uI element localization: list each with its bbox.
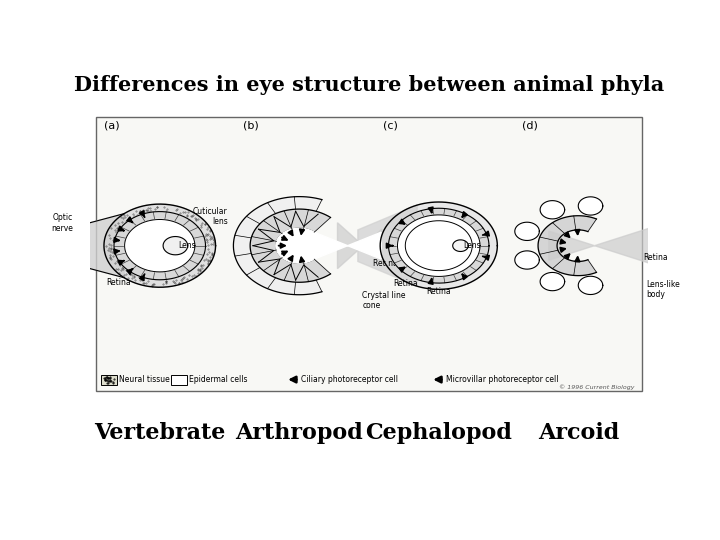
Polygon shape bbox=[276, 228, 381, 263]
Text: © 1996 Current Biology: © 1996 Current Biology bbox=[559, 384, 634, 390]
Polygon shape bbox=[453, 240, 468, 252]
Polygon shape bbox=[515, 251, 539, 269]
Text: Vitreous
body: Vitreous body bbox=[415, 231, 446, 251]
Polygon shape bbox=[540, 272, 564, 291]
Text: Epidermal cells: Epidermal cells bbox=[189, 375, 247, 384]
Polygon shape bbox=[163, 237, 188, 255]
Text: Lens-like
body: Lens-like body bbox=[646, 280, 680, 299]
Polygon shape bbox=[233, 197, 322, 295]
Polygon shape bbox=[549, 228, 649, 263]
Text: Retina: Retina bbox=[426, 287, 451, 296]
Text: Differences in eye structure between animal phyla: Differences in eye structure between ani… bbox=[74, 75, 664, 95]
Text: Cephalopod: Cephalopod bbox=[365, 422, 512, 444]
Polygon shape bbox=[397, 215, 480, 276]
Text: Arcoid: Arcoid bbox=[538, 422, 619, 444]
Polygon shape bbox=[538, 216, 596, 275]
Polygon shape bbox=[515, 222, 539, 240]
Polygon shape bbox=[578, 276, 603, 294]
Text: Arthropod: Arthropod bbox=[235, 422, 363, 444]
Bar bbox=[171, 375, 186, 384]
Polygon shape bbox=[338, 222, 382, 268]
Text: Crystal line
cone: Crystal line cone bbox=[362, 291, 406, 310]
Polygon shape bbox=[104, 204, 215, 287]
Text: Vertebrate: Vertebrate bbox=[94, 422, 225, 444]
Polygon shape bbox=[578, 197, 603, 215]
Polygon shape bbox=[540, 201, 564, 219]
Polygon shape bbox=[250, 209, 330, 282]
Text: Ret na: Ret na bbox=[374, 259, 398, 268]
Polygon shape bbox=[397, 215, 480, 276]
Text: Lens: Lens bbox=[178, 241, 196, 250]
Polygon shape bbox=[389, 208, 489, 283]
Text: (d): (d) bbox=[523, 121, 539, 131]
Text: Lens: Lens bbox=[463, 241, 481, 250]
Text: (b): (b) bbox=[243, 121, 259, 131]
Polygon shape bbox=[380, 202, 498, 289]
Bar bbox=[101, 375, 117, 384]
Text: Retina: Retina bbox=[393, 279, 418, 288]
Text: Retina: Retina bbox=[107, 278, 131, 287]
Text: (c): (c) bbox=[383, 121, 398, 131]
Polygon shape bbox=[79, 214, 124, 278]
Text: Microvillar photoreceptor cell: Microvillar photoreceptor cell bbox=[446, 375, 559, 384]
Text: Retina: Retina bbox=[644, 253, 668, 262]
Text: Vitreous
body: Vitreous body bbox=[134, 232, 166, 251]
Polygon shape bbox=[125, 219, 195, 272]
Text: Optic
nerve: Optic nerve bbox=[51, 213, 73, 233]
Text: Neural tissue: Neural tissue bbox=[119, 375, 170, 384]
Polygon shape bbox=[358, 205, 417, 286]
Bar bbox=[96, 117, 642, 391]
Polygon shape bbox=[125, 219, 195, 272]
Polygon shape bbox=[114, 212, 205, 280]
Text: (a): (a) bbox=[104, 121, 120, 131]
Text: Cuticular
lens: Cuticular lens bbox=[193, 206, 228, 226]
Text: Ciliary photoreceptor cell: Ciliary photoreceptor cell bbox=[301, 375, 398, 384]
